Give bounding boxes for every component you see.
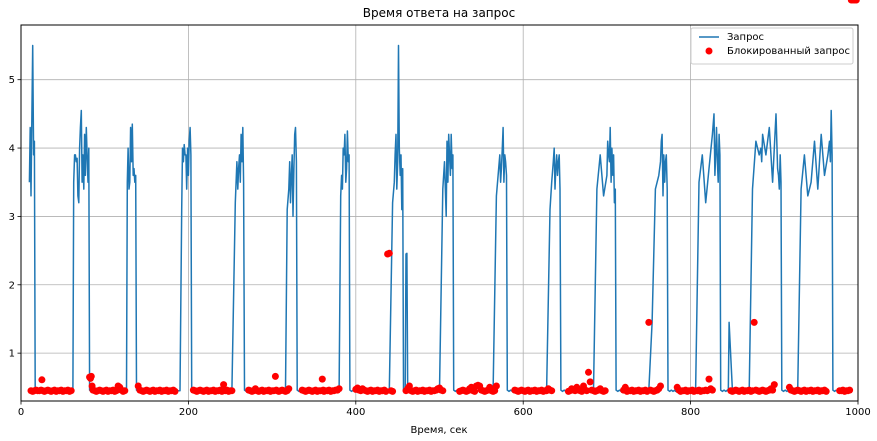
scatter-point-blocked xyxy=(67,387,75,395)
y-tick-label: 4 xyxy=(9,144,15,155)
scatter-point-blocked xyxy=(846,386,854,394)
scatter-point-blocked xyxy=(228,387,236,395)
scatter-point-blocked xyxy=(770,381,778,389)
scatter-point-blocked xyxy=(271,372,279,380)
scatter-point-blocked xyxy=(492,382,500,390)
scatter-point-blocked xyxy=(601,387,609,395)
x-tick-label: 400 xyxy=(346,407,365,418)
y-tick-label: 1 xyxy=(9,349,15,360)
scatter-point-blocked xyxy=(705,375,713,383)
scatter-point-blocked xyxy=(471,387,479,395)
legend-line-label: Запрос xyxy=(727,32,764,43)
legend-scatter-label: Блокированный запрос xyxy=(727,46,850,57)
scatter-point-blocked xyxy=(318,375,326,383)
scatter-point-blocked xyxy=(657,382,664,390)
x-tick-label: 200 xyxy=(179,407,198,418)
y-axis-ticks: 1 2 3 4 5 xyxy=(9,75,21,360)
y-tick-label: 5 xyxy=(9,75,15,86)
scatter-point-blocked xyxy=(385,249,393,257)
scatter-point-blocked xyxy=(38,376,46,384)
scatter-layer xyxy=(27,0,860,395)
y-tick-label: 2 xyxy=(9,280,15,291)
scatter-point-blocked xyxy=(285,385,293,393)
scatter-point-blocked xyxy=(382,387,390,395)
scatter-point-blocked xyxy=(769,386,777,394)
scatter-point-blocked xyxy=(750,318,758,326)
scatter-point-blocked xyxy=(87,372,95,380)
scatter-point-blocked xyxy=(708,386,716,394)
x-tick-label: 1000 xyxy=(845,407,870,418)
scatter-point-blocked xyxy=(585,368,592,376)
scatter-point-blocked xyxy=(822,387,830,395)
y-tick-label: 3 xyxy=(9,212,15,223)
x-tick-label: 600 xyxy=(514,407,533,418)
scatter-point-blocked xyxy=(171,387,179,395)
scatter-point-blocked xyxy=(439,387,447,395)
scatter-point-blocked xyxy=(121,387,129,395)
plot-frame xyxy=(20,24,859,402)
scatter-point-blocked xyxy=(852,0,860,4)
scatter-point-blocked xyxy=(220,381,228,389)
scatter-point-blocked xyxy=(389,387,397,395)
x-tick-label: 800 xyxy=(681,407,700,418)
x-axis-title: Время, сек xyxy=(411,425,468,436)
legend-scatter-swatch xyxy=(705,47,713,55)
scatter-point-blocked xyxy=(548,387,556,395)
chart-title: Время ответа на запрос xyxy=(363,6,515,20)
legend: Запрос Блокированный запрос xyxy=(690,27,854,65)
scatter-point-blocked xyxy=(586,378,594,386)
x-axis-ticks: 0 200 400 600 800 1000 xyxy=(18,401,871,418)
scatter-point-blocked xyxy=(335,385,343,393)
x-tick-label: 0 xyxy=(18,407,24,418)
scatter-point-blocked xyxy=(645,318,653,326)
plot-area xyxy=(21,25,858,401)
legend-box xyxy=(690,27,854,65)
